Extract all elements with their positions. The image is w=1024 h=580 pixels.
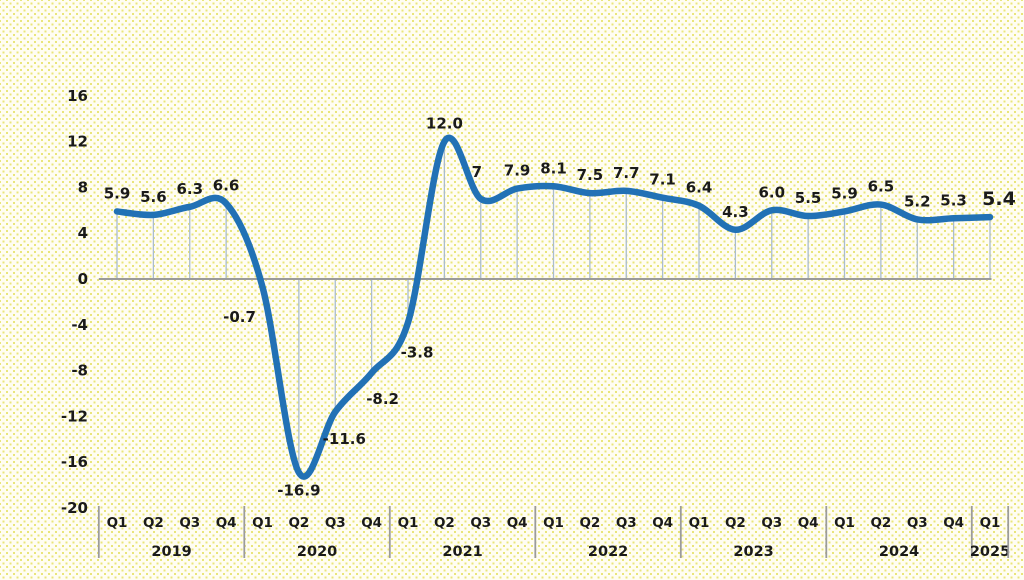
y-tick-label: -8 xyxy=(71,362,88,380)
quarter-label: Q1 xyxy=(834,515,855,531)
value-label: 7.7 xyxy=(613,164,640,182)
value-label: 7.9 xyxy=(504,162,531,180)
value-label-latest: 5.4 xyxy=(982,188,1016,210)
y-tick-label: -20 xyxy=(61,499,88,517)
value-label: 7.5 xyxy=(577,166,604,184)
year-label: 2022 xyxy=(588,544,628,560)
quarter-label: Q2 xyxy=(288,515,309,531)
quarter-label: Q4 xyxy=(798,515,819,531)
value-label: 6.0 xyxy=(759,183,786,201)
quarter-label: Q3 xyxy=(470,515,491,531)
value-label: 6.5 xyxy=(868,178,895,196)
quarter-label: Q1 xyxy=(107,515,128,531)
value-label: 4.3 xyxy=(722,203,749,221)
y-tick-label: -16 xyxy=(61,453,88,471)
value-label: 7.1 xyxy=(649,171,676,189)
value-label: -16.9 xyxy=(277,482,320,500)
value-label: 6.6 xyxy=(213,176,240,194)
value-label: 5.9 xyxy=(831,184,858,202)
growth-line xyxy=(113,134,994,480)
y-tick-label: -4 xyxy=(71,316,88,334)
value-label: 5.3 xyxy=(940,191,967,209)
quarter-label: Q4 xyxy=(216,515,237,531)
year-label: 2021 xyxy=(442,544,482,560)
quarter-label: Q4 xyxy=(361,515,382,531)
value-label: -3.8 xyxy=(401,344,434,362)
quarter-label: Q4 xyxy=(507,515,528,531)
year-label: 2019 xyxy=(151,544,191,560)
quarter-label: Q4 xyxy=(652,515,673,531)
value-label: -11.6 xyxy=(323,430,366,448)
year-label: 2024 xyxy=(879,544,919,560)
value-label: 5.5 xyxy=(795,189,822,207)
value-label: 6.3 xyxy=(177,180,204,198)
quarter-label: Q2 xyxy=(870,515,891,531)
quarter-label: Q1 xyxy=(252,515,273,531)
quarter-label: Q3 xyxy=(179,515,200,531)
quarter-label: Q2 xyxy=(434,515,455,531)
quarter-label: Q3 xyxy=(616,515,637,531)
value-label: 5.9 xyxy=(104,184,131,202)
quarter-label: Q1 xyxy=(398,515,419,531)
y-tick-label: -12 xyxy=(61,407,88,425)
value-label: 12.0 xyxy=(426,115,463,133)
quarter-label: Q2 xyxy=(579,515,600,531)
year-label: 2023 xyxy=(733,544,773,560)
value-label: 8.1 xyxy=(540,159,567,177)
quarter-label: Q4 xyxy=(943,515,964,531)
value-label: 7 xyxy=(472,163,482,181)
quarter-label: Q3 xyxy=(761,515,782,531)
quarter-label: Q2 xyxy=(143,515,164,531)
year-label: 2020 xyxy=(297,544,337,560)
y-tick-label: 0 xyxy=(78,270,88,288)
quarter-label: Q3 xyxy=(325,515,346,531)
value-label: -0.7 xyxy=(223,308,256,326)
y-tick-label: 8 xyxy=(78,178,88,196)
y-tick-label: 4 xyxy=(78,224,88,242)
value-label: 6.4 xyxy=(686,179,713,197)
value-label: 5.6 xyxy=(140,188,167,206)
year-label: 2025 xyxy=(970,544,1010,560)
quarter-label: Q1 xyxy=(689,515,710,531)
value-label: 5.2 xyxy=(904,193,931,211)
quarter-label: Q3 xyxy=(907,515,928,531)
y-tick-label: 12 xyxy=(67,133,88,151)
value-label: -8.2 xyxy=(366,390,399,408)
quarter-label: Q1 xyxy=(543,515,564,531)
quarter-label: Q1 xyxy=(980,515,1001,531)
quarter-label: Q2 xyxy=(725,515,746,531)
y-tick-label: 16 xyxy=(67,87,88,105)
